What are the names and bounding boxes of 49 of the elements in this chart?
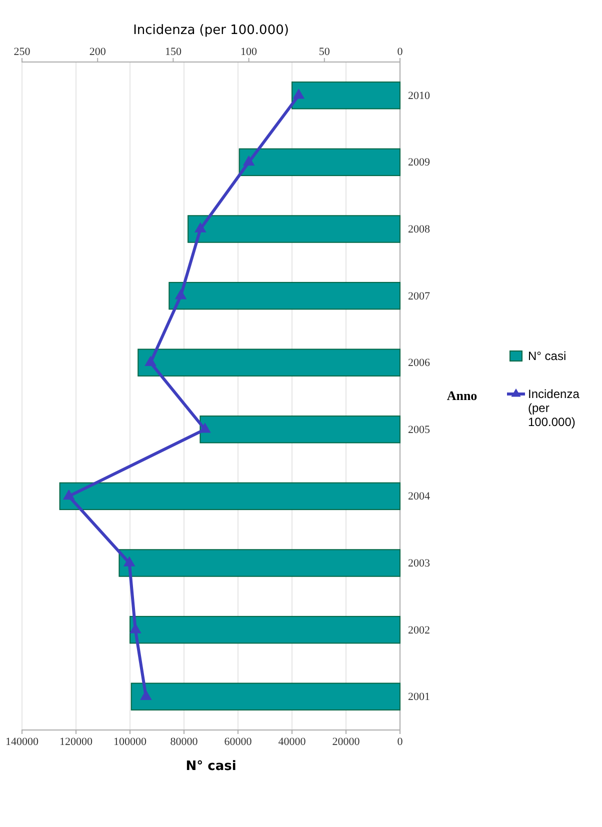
bar [292,82,400,110]
y-tick-label: 2002 [408,624,430,636]
point [123,556,136,566]
y-tick-label: 2008 [408,224,430,236]
x-tick-label: 60000 [224,736,252,748]
x2-tick-label: 150 [164,46,182,58]
y-tick-label: 2004 [408,490,430,503]
bar [238,148,400,176]
x2-tick-label: 100 [240,46,258,58]
x-axis-title: N° casi [186,759,236,774]
bar [168,282,400,310]
y-tick-label: 2005 [408,424,430,436]
point [292,88,305,99]
point [174,289,187,300]
x-tick-label: 140000 [6,736,39,748]
y-tick-label: 2010 [408,90,430,102]
x-tick-label: 40000 [278,736,306,748]
x2-tick-label: 200 [89,46,106,58]
y-tick-label: 2001 [408,691,430,704]
x2-tick-label: 250 [14,46,31,58]
x-tick-label: 0 [397,736,404,748]
bar [59,482,400,510]
bar [138,348,400,376]
x2-tick-label: 50 [318,46,330,58]
bar [130,616,400,644]
y-tick-label: 2007 [408,290,430,302]
y-tick-label: 2003 [408,558,430,570]
y-tick-label: 2006 [408,357,430,370]
point [130,623,142,634]
bar [200,416,400,444]
point [242,155,255,166]
x-tick-label: 20000 [332,736,360,748]
point [194,222,206,232]
x-tick-label: 100000 [114,736,147,748]
point [140,690,152,700]
x2-axis-title: Incidenza (per 100.000) [133,23,289,38]
legend-label: Incidenza (per 100.000) [528,387,580,429]
y-axis-title: Anno [446,388,478,403]
y-tick-label: 2009 [408,156,430,169]
point [62,489,75,500]
x-tick-label: 120000 [60,736,93,748]
x2-tick-label: 0 [397,46,404,58]
x-tick-label: 80000 [170,736,198,748]
bar [118,549,400,577]
bar [188,215,400,243]
point [144,356,156,366]
legend-label: N° casi [528,349,566,363]
bar [130,682,400,710]
point [199,422,211,433]
